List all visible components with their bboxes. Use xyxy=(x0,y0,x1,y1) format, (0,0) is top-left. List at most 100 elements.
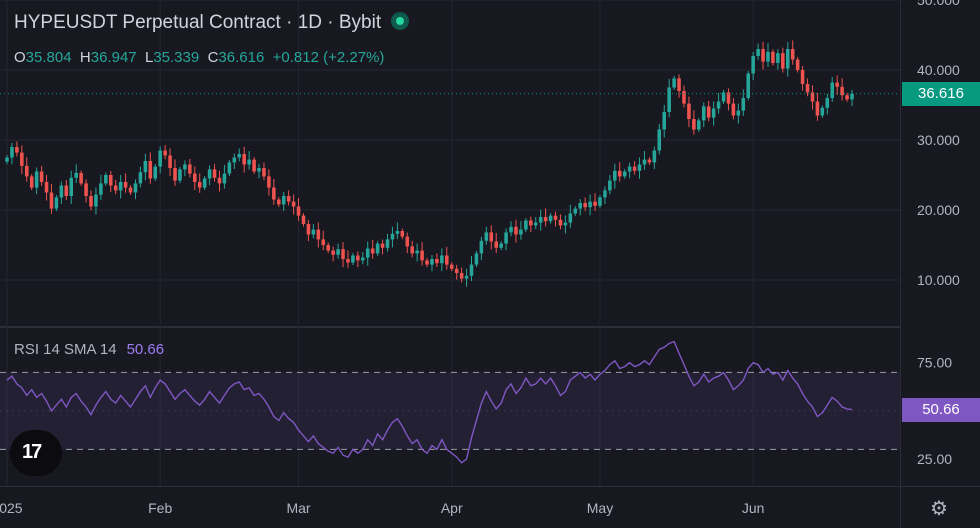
candle-body xyxy=(677,78,681,91)
candle-body xyxy=(163,150,167,156)
candle-body xyxy=(746,73,751,98)
candle-body xyxy=(336,249,340,255)
low-label: L xyxy=(144,49,154,66)
candle-body xyxy=(613,170,617,181)
candle-body xyxy=(143,161,148,173)
pane-separator xyxy=(0,326,900,328)
candle-body xyxy=(400,231,405,237)
candle-body xyxy=(183,164,187,170)
candle-body xyxy=(766,51,770,62)
candle-body xyxy=(445,255,449,265)
time-axis-label: Feb xyxy=(148,500,172,516)
candle-body xyxy=(706,106,711,118)
candle-body xyxy=(390,233,395,240)
candle-body xyxy=(751,56,755,74)
candle-body xyxy=(469,264,474,276)
rsi-axis-label: 25.00 xyxy=(917,451,952,467)
time-axis-label: May xyxy=(587,500,613,516)
tradingview-logo-icon[interactable]: 17 xyxy=(10,430,62,476)
gear-icon[interactable]: ⚙ xyxy=(930,498,948,520)
candle-body xyxy=(598,197,602,206)
candle-body xyxy=(49,192,54,209)
candle-body xyxy=(667,87,671,112)
candle-body xyxy=(440,255,444,264)
candle-body xyxy=(242,154,246,165)
candle-body xyxy=(346,259,350,263)
candle-body xyxy=(296,206,301,216)
candle-body xyxy=(524,220,528,230)
candle-body xyxy=(553,215,558,220)
candle-body xyxy=(5,157,9,162)
candle-body xyxy=(499,243,503,248)
candle-body xyxy=(776,53,780,63)
candle-body xyxy=(800,70,805,84)
candle-body xyxy=(568,213,573,223)
candle-body xyxy=(459,273,464,279)
candle-body xyxy=(790,49,795,60)
candle-body xyxy=(173,168,177,181)
rsi-axis-label: 75.00 xyxy=(917,355,952,371)
candle-body xyxy=(672,78,676,88)
candle-body xyxy=(815,101,820,116)
candle-body xyxy=(252,159,256,172)
candle-body xyxy=(697,120,701,130)
candle-body xyxy=(795,59,800,70)
high-value: 36.947 xyxy=(90,49,137,66)
open-value: 35.804 xyxy=(25,49,72,66)
candle-body xyxy=(351,255,355,263)
candle-body xyxy=(543,217,548,222)
candle-body xyxy=(726,92,731,104)
candle-body xyxy=(430,259,434,265)
time-axis-label: 2025 xyxy=(0,500,23,516)
candle-body xyxy=(227,162,232,174)
symbol-title[interactable]: HYPEUSDT Perpetual Contract · 1D · Bybit xyxy=(14,12,382,33)
candle-body xyxy=(494,241,498,248)
candle-body xyxy=(113,185,118,191)
candle-body xyxy=(321,239,326,245)
candle-body xyxy=(410,246,414,254)
candle-body xyxy=(603,190,607,198)
candle-body xyxy=(558,219,563,226)
candle-body xyxy=(716,101,721,109)
candle-body xyxy=(771,51,775,63)
close-label: C xyxy=(207,49,219,66)
candle-body xyxy=(731,103,736,116)
candle-body xyxy=(593,201,597,206)
candle-body xyxy=(435,259,439,264)
candle-body xyxy=(805,84,810,93)
candle-body xyxy=(138,172,143,184)
candle-body xyxy=(192,173,197,182)
candle-body xyxy=(257,168,261,172)
candle-body xyxy=(375,243,380,254)
candle-body xyxy=(509,226,513,233)
candle-body xyxy=(405,236,410,247)
candle-body xyxy=(484,232,489,241)
candle-body xyxy=(682,91,686,104)
rsi-label[interactable]: RSI 14 SMA 14 xyxy=(14,341,117,358)
candle-body xyxy=(20,152,24,166)
candle-body xyxy=(415,250,419,254)
price-axis-border xyxy=(900,0,901,528)
candle-body xyxy=(785,49,790,69)
candle-body xyxy=(301,215,306,224)
candle-body xyxy=(306,224,311,235)
candle-body xyxy=(281,196,286,205)
candle-body xyxy=(118,182,123,191)
candle-body xyxy=(662,112,667,130)
candle-body xyxy=(454,268,459,273)
candle-body xyxy=(89,196,93,207)
candle-body xyxy=(133,183,138,193)
candle-body xyxy=(64,185,69,196)
low-value: 35.339 xyxy=(153,49,200,66)
candle-body xyxy=(711,108,716,118)
candle-body xyxy=(272,187,276,200)
candle-body xyxy=(212,169,217,178)
candle-body xyxy=(642,159,647,165)
candle-body xyxy=(850,93,854,100)
candle-body xyxy=(504,232,508,244)
candle-body xyxy=(370,248,375,254)
candle-body xyxy=(761,49,765,62)
change-value: +0.812 (+2.27%) xyxy=(272,49,385,66)
